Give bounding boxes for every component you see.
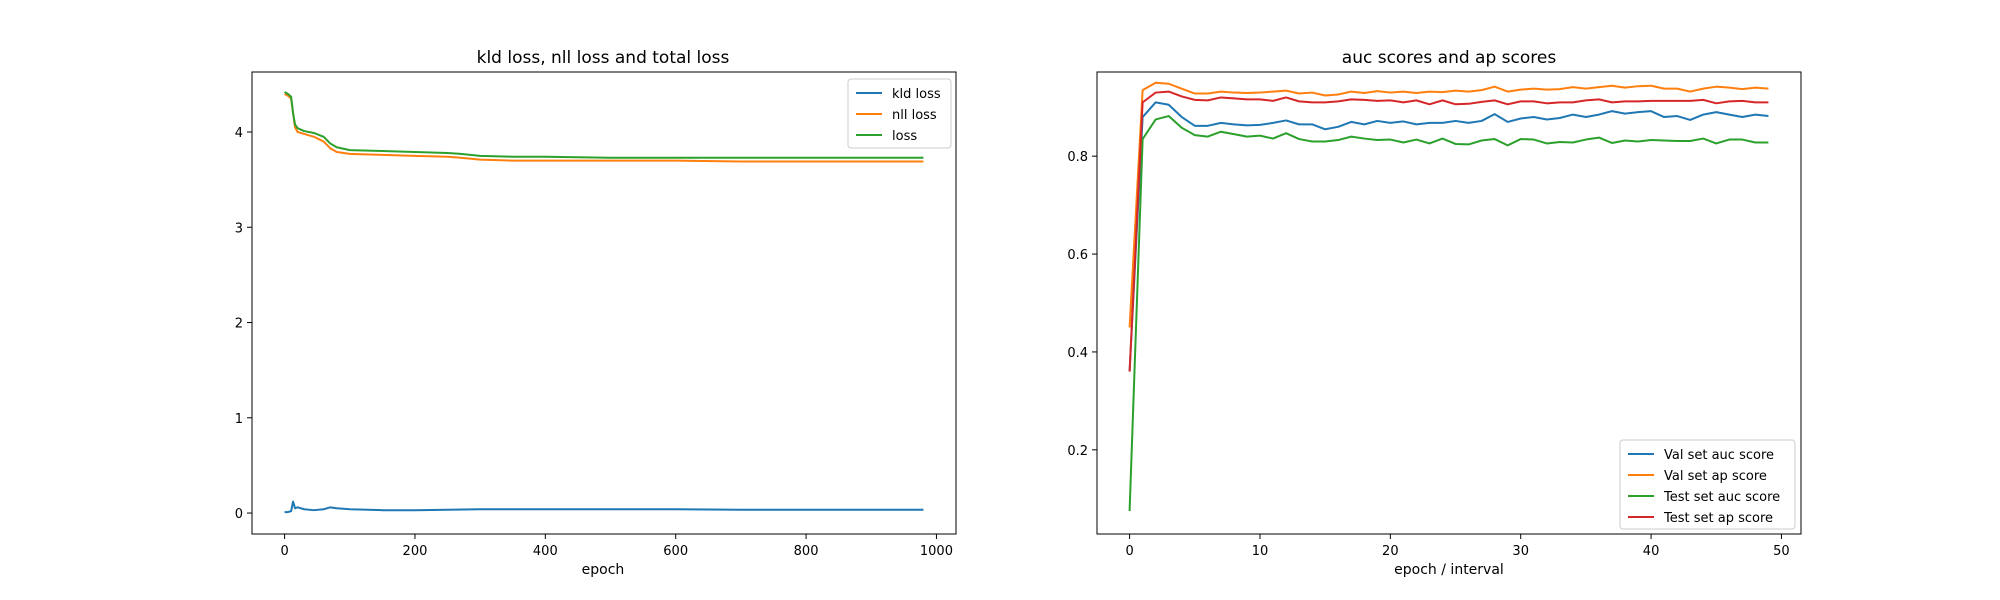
right-axes-frame [1096, 71, 1802, 535]
right-x-axis-label: epoch / interval [1394, 562, 1504, 578]
right-legend-box [1619, 439, 1796, 530]
left-legend-box [847, 78, 952, 149]
right-legend: Val set auc score Val set ap score Test se… [1619, 439, 1796, 530]
left-legend: kld loss nll loss loss [847, 78, 952, 149]
right-y-tick-label: 0.8 [1067, 150, 1088, 165]
left-y-tick-label: 2 [235, 317, 243, 332]
right-series-line-2 [1128, 81, 1769, 328]
left-y-tick-label: 1 [235, 412, 243, 427]
left-x-tick-label: 400 [533, 544, 558, 559]
right-series-line-1 [1128, 101, 1769, 372]
left-chart: kld loss, nll loss and total loss 0 200 40… [235, 48, 957, 578]
right-plot-area: 0 10 20 30 40 50 0.2 0.4 0.6 0.8 Val set auc score… [1067, 71, 1802, 559]
left-series-line-3 [284, 91, 924, 159]
left-axes-frame [251, 71, 957, 535]
right-series-line-3 [1128, 115, 1769, 512]
right-x-tick-label: 0 [1125, 544, 1133, 559]
left-series-line-1 [284, 500, 924, 514]
left-legend-label-2: nll loss [892, 108, 937, 123]
left-x-axis-label: epoch [582, 562, 625, 578]
left-plot-area: 0 200 400 600 800 1000 0 1 2 3 4 kld loss nll loss lo… [235, 71, 957, 559]
left-x-tick-label: 0 [280, 544, 288, 559]
left-x-tick-label: 600 [663, 544, 688, 559]
left-x-tick-label: 800 [794, 544, 819, 559]
right-chart-title: auc scores and ap scores [1342, 48, 1557, 68]
right-y-tick-label: 0.4 [1067, 346, 1088, 361]
right-y-tick-label: 0.6 [1067, 248, 1088, 263]
left-y-tick-label: 3 [235, 221, 243, 236]
right-series-line-4 [1128, 90, 1769, 372]
right-legend-label-3: Test set auc score [1663, 490, 1780, 505]
right-x-tick-label: 20 [1382, 544, 1399, 559]
left-series-line-2 [284, 93, 924, 163]
right-x-tick-label: 30 [1512, 544, 1529, 559]
right-x-tick-label: 40 [1643, 544, 1660, 559]
right-legend-label-2: Val set ap score [1664, 469, 1767, 484]
right-x-tick-label: 50 [1773, 544, 1790, 559]
left-legend-label-1: kld loss [892, 87, 941, 102]
right-y-tick-label: 0.2 [1067, 444, 1088, 459]
right-legend-label-4: Test set ap score [1663, 511, 1773, 526]
left-x-tick-label: 1000 [920, 544, 953, 559]
right-x-tick-label: 10 [1252, 544, 1269, 559]
left-chart-title: kld loss, nll loss and total loss [477, 48, 730, 68]
left-legend-label-3: loss [892, 129, 917, 144]
left-x-tick-label: 200 [403, 544, 428, 559]
left-y-tick-label: 4 [235, 126, 243, 141]
left-y-tick-label: 0 [235, 507, 243, 522]
right-legend-label-1: Val set auc score [1664, 448, 1774, 463]
right-chart: auc scores and ap scores 0 10 20 30 40 500.20… [1067, 48, 1802, 578]
